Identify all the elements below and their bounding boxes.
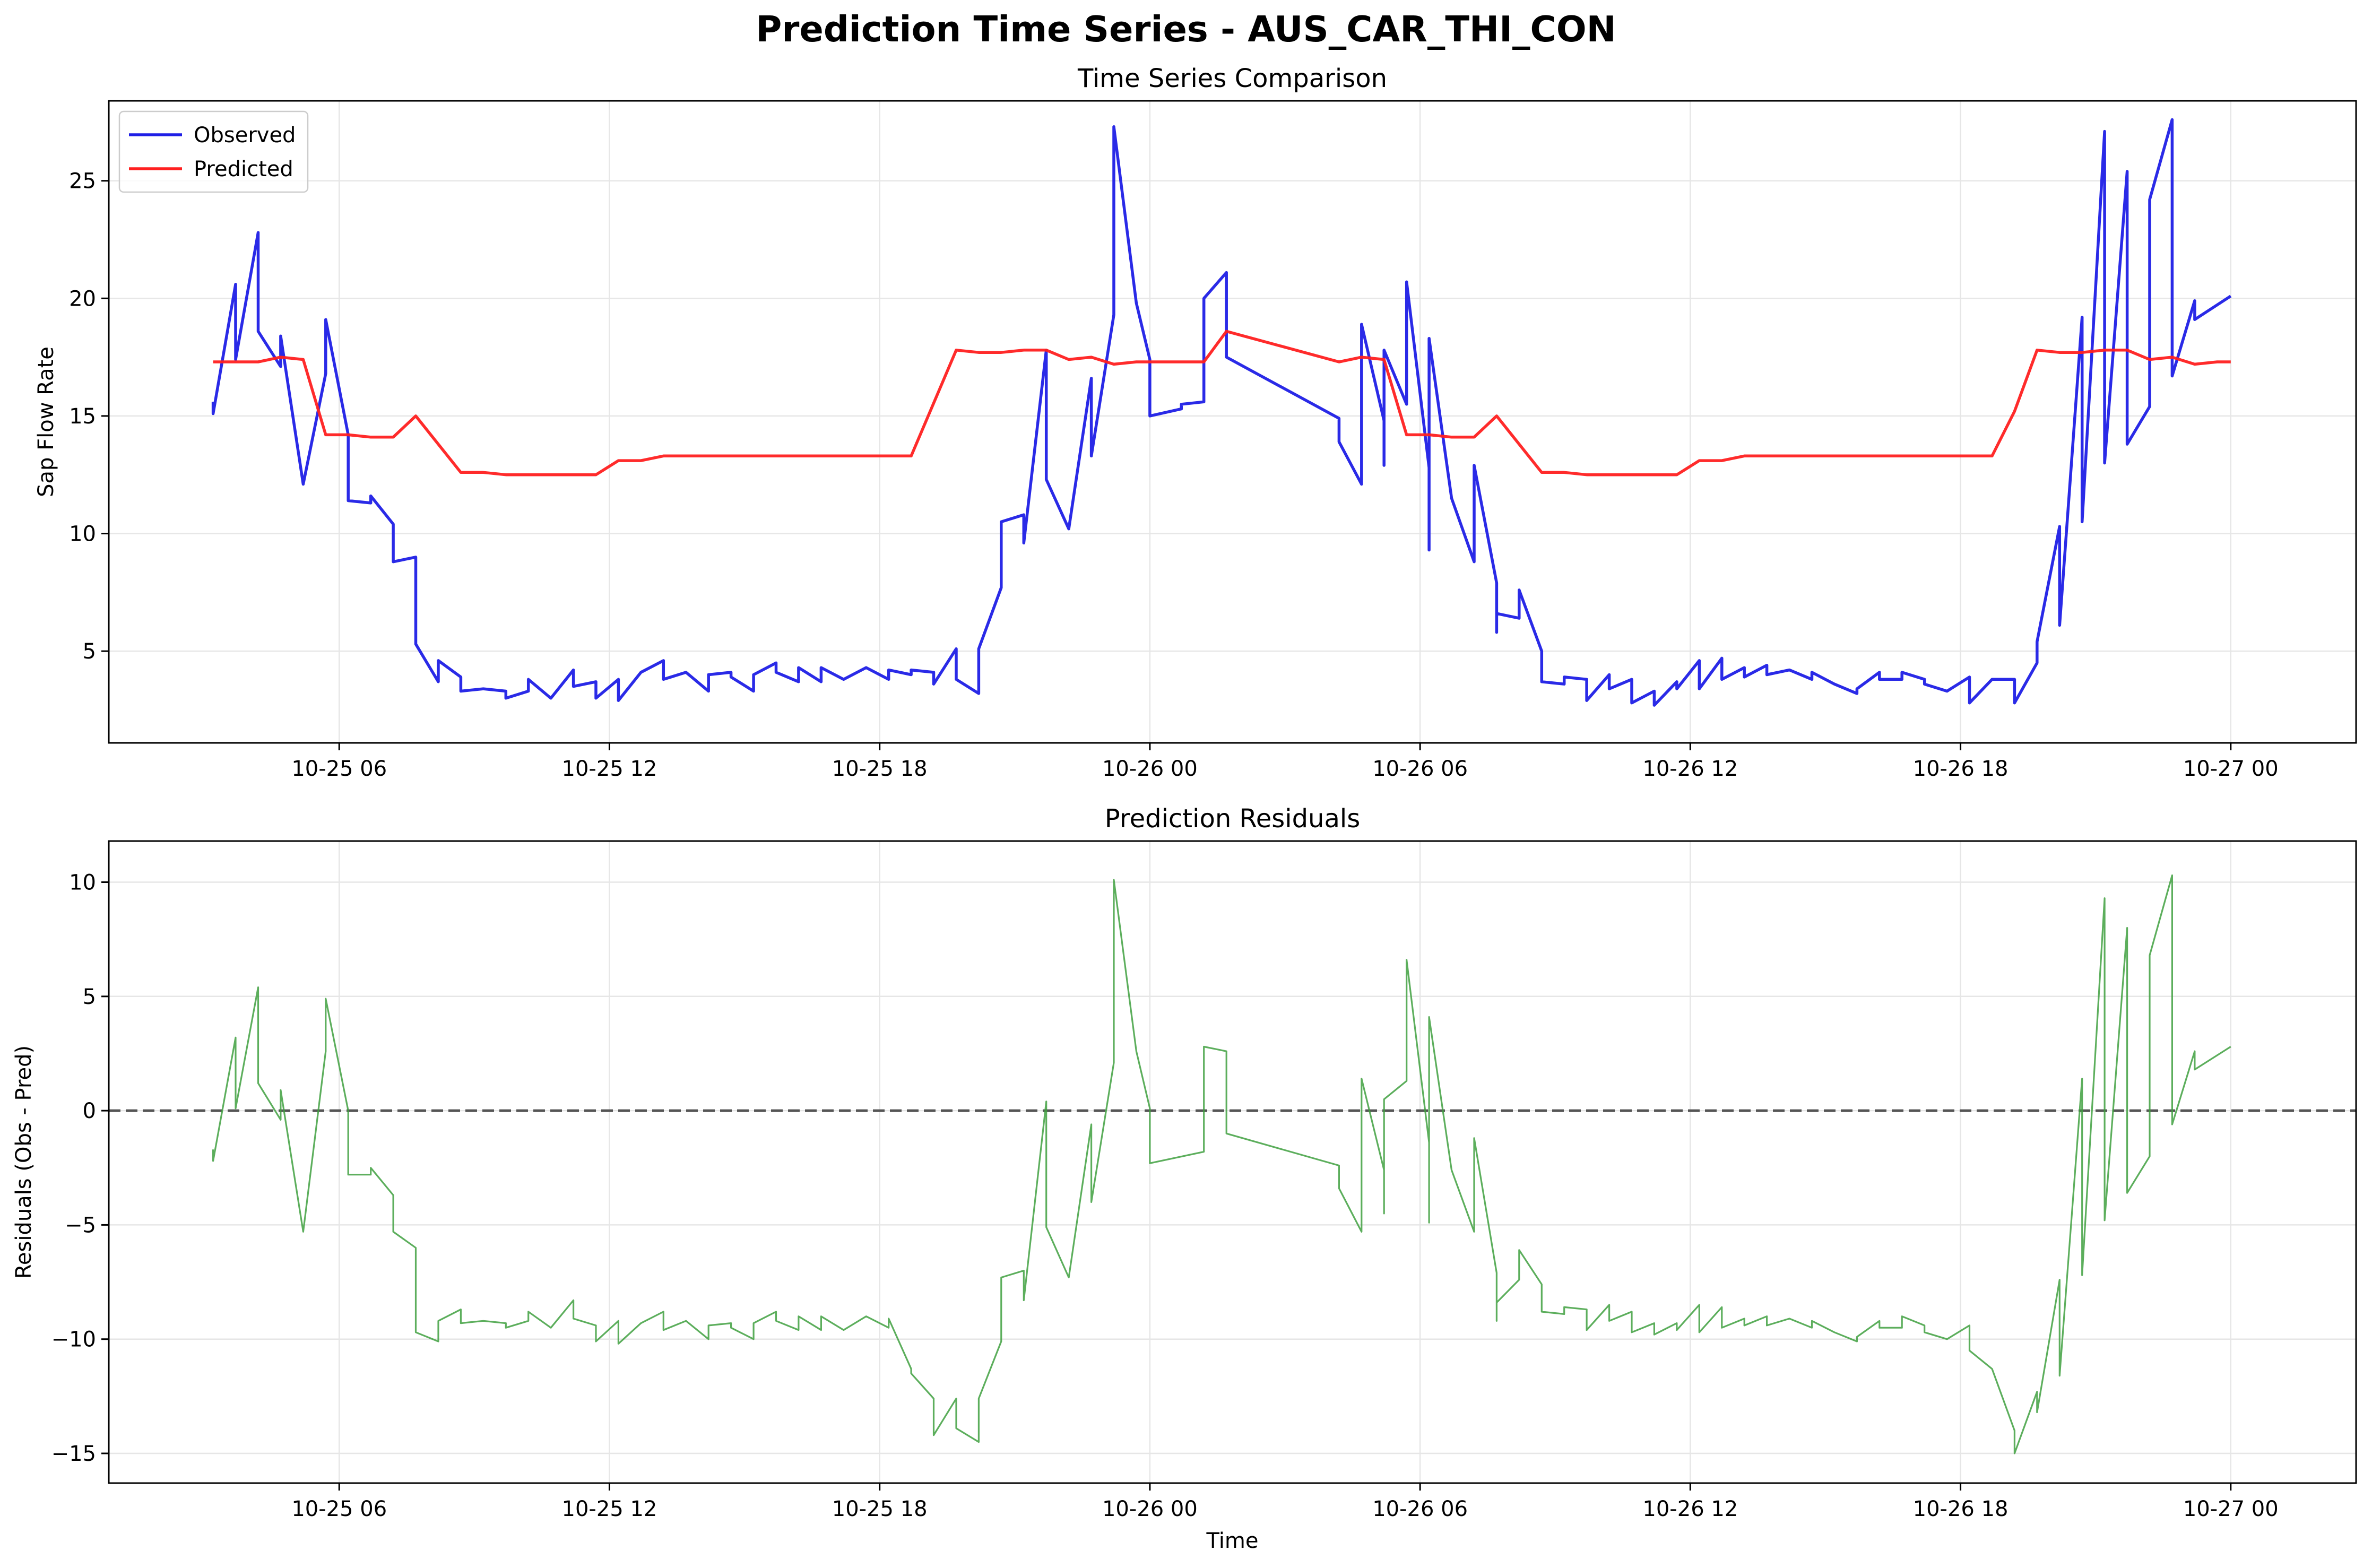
residuals-series-line (212, 874, 2231, 1454)
y-tick-label: −5 (65, 1213, 96, 1237)
y-tick-label: 20 (69, 287, 96, 311)
x-tick-label: 10-26 12 (1642, 1497, 1738, 1521)
residuals-axes-frame (108, 840, 2357, 1484)
legend-box (118, 110, 309, 193)
y-tick-label: −10 (51, 1328, 96, 1352)
y-tick-label: 0 (83, 1099, 96, 1123)
figure-title: Prediction Time Series - AUS_CAR_THI_CON (756, 8, 1616, 50)
y-axis-label: Residuals (Obs - Pred) (12, 1045, 36, 1279)
residuals-grid (109, 841, 2356, 1483)
comparison-grid (109, 101, 2356, 743)
x-tick-label: 10-25 12 (562, 757, 657, 781)
comparison-panel: 10-25 06 10-25 12 10-25 18 10-26 00 10-26 06… (34, 64, 2357, 781)
observed-series-line (211, 118, 2232, 707)
comparison-title: Time Series Comparison (1077, 64, 1387, 93)
x-tick-label: 10-26 18 (1913, 1497, 2009, 1521)
y-tick-label: 25 (69, 169, 96, 194)
x-tick-label: 10-27 00 (2183, 1497, 2279, 1521)
x-tick-label: 10-26 12 (1642, 757, 1738, 781)
y-tick-label: 10 (69, 522, 96, 547)
y-tick-label: 5 (83, 639, 96, 664)
y-tick-label: −15 (51, 1442, 96, 1466)
legend-label-observed: Observed (194, 123, 296, 148)
x-tick-label: 10-27 00 (2183, 757, 2279, 781)
y-tick-label: 15 (69, 404, 96, 429)
x-tick-label: 10-25 12 (562, 1497, 657, 1521)
x-tick-label: 10-25 18 (832, 757, 928, 781)
x-tick-label: 10-26 00 (1102, 757, 1198, 781)
legend: Observed Predicted (118, 110, 309, 193)
y-tick-label: 5 (83, 985, 96, 1009)
x-tick-label: 10-25 06 (291, 757, 387, 781)
residuals-title: Prediction Residuals (1105, 804, 1360, 834)
residuals-panel: 10-25 06 10-25 12 10-25 18 10-26 00 10-26 06… (12, 804, 2357, 1553)
x-tick-label: 10-26 18 (1913, 757, 2009, 781)
x-tick-label: 10-26 06 (1372, 757, 1468, 781)
x-tick-label: 10-25 18 (832, 1497, 928, 1521)
y-axis-label: Sap Flow Rate (34, 346, 58, 497)
x-axis-label: Time (1206, 1529, 1259, 1553)
y-tick-label: 10 (69, 871, 96, 895)
x-tick-label: 10-25 06 (291, 1497, 387, 1521)
x-tick-label: 10-26 06 (1372, 1497, 1468, 1521)
comparison-axes-frame (108, 100, 2357, 744)
predicted-series-line (213, 330, 2231, 477)
legend-label-predicted: Predicted (194, 157, 293, 181)
x-tick-label: 10-26 00 (1102, 1497, 1198, 1521)
